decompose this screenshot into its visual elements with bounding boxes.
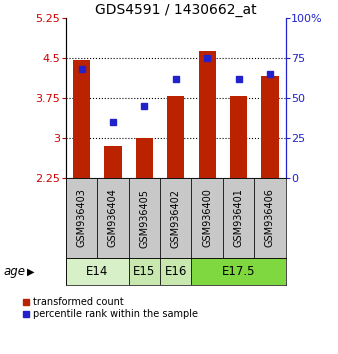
FancyBboxPatch shape (160, 178, 191, 258)
Text: E17.5: E17.5 (222, 265, 255, 278)
FancyBboxPatch shape (160, 258, 191, 285)
FancyBboxPatch shape (223, 178, 254, 258)
Text: GSM936400: GSM936400 (202, 189, 212, 247)
Text: GSM936403: GSM936403 (77, 189, 87, 247)
Bar (230, 96, 247, 178)
Legend: transformed count, percentile rank within the sample: transformed count, percentile rank withi… (18, 293, 202, 323)
FancyBboxPatch shape (129, 178, 160, 258)
Text: GSM936404: GSM936404 (108, 189, 118, 247)
Text: GSM936401: GSM936401 (234, 189, 244, 247)
FancyBboxPatch shape (191, 258, 286, 285)
Title: GDS4591 / 1430662_at: GDS4591 / 1430662_at (95, 3, 257, 17)
Text: E14: E14 (86, 265, 108, 278)
Text: E15: E15 (133, 265, 155, 278)
Bar (136, 138, 153, 178)
FancyBboxPatch shape (66, 258, 129, 285)
FancyBboxPatch shape (129, 258, 160, 285)
Text: ▶: ▶ (27, 267, 34, 276)
Text: E16: E16 (165, 265, 187, 278)
Bar (198, 51, 216, 178)
Bar (73, 59, 90, 178)
FancyBboxPatch shape (97, 178, 129, 258)
Text: GSM936402: GSM936402 (171, 188, 181, 247)
Text: age: age (3, 265, 25, 278)
FancyBboxPatch shape (191, 178, 223, 258)
FancyBboxPatch shape (66, 178, 97, 258)
Bar (261, 76, 279, 178)
Bar (167, 96, 185, 178)
Text: GSM936405: GSM936405 (139, 188, 149, 247)
Bar (104, 146, 122, 178)
Text: GSM936406: GSM936406 (265, 189, 275, 247)
FancyBboxPatch shape (254, 178, 286, 258)
